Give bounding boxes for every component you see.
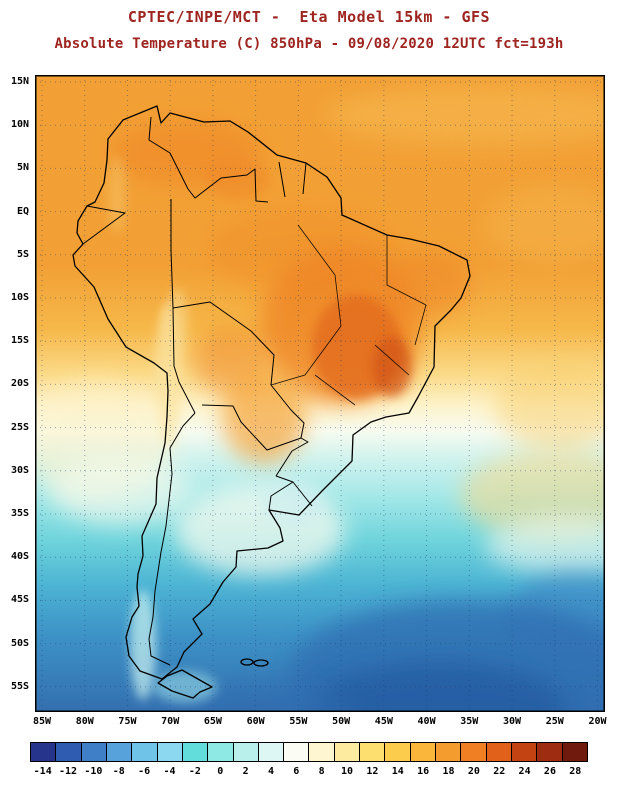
lat-tick-label: 5N [16, 162, 29, 174]
temperature-field [35, 75, 605, 712]
colorbar-tick-label: -2 [188, 766, 201, 777]
colorbar-cell [537, 743, 563, 761]
tierra-del-fuego [157, 669, 213, 699]
colorbar-tick-label: -8 [112, 766, 125, 777]
colorbar-tick-label: 28 [569, 766, 582, 777]
colorbar-tick-label: -4 [163, 766, 176, 777]
lat-tick-label: 15N [10, 76, 29, 87]
colorbar-tick-labels: -14 -12 -10 -8 -6 -4 -2 0 2 4 6 8 10 12 14 16 18 20 22 24 26… [30, 766, 588, 780]
colorbar-cell [511, 743, 538, 761]
colorbar-tick-label: 10 [341, 766, 354, 777]
lat-tick-label: EQ [16, 205, 29, 217]
lat-axis-labels: 15N 10N 5N EQ 5S 10S 15S 20S 25S 30S 35S 40S 45S 50S 5… [0, 75, 32, 712]
colorbar-cell [360, 743, 386, 761]
lon-tick-label: 35W [460, 716, 479, 727]
colorbar-cell [182, 743, 209, 761]
colorbar-tick-label: 16 [417, 766, 430, 777]
lat-tick-label: 50S [10, 637, 29, 649]
map-plot-area [35, 75, 605, 712]
lat-tick-label: 25S [10, 421, 29, 433]
lat-tick-label: 20S [10, 378, 29, 390]
colorbar-cell [106, 743, 133, 761]
lon-tick-label: 70W [161, 716, 180, 727]
lon-tick-label: 45W [374, 716, 393, 727]
colorbar-cell [284, 743, 310, 761]
colorbar-cell [258, 743, 285, 761]
colorbar-cell [132, 743, 158, 761]
colorbar-tick-label: 4 [267, 766, 274, 777]
coastline [72, 105, 471, 699]
falkland-island-east [253, 659, 269, 667]
lon-tick-label: 75W [118, 716, 137, 727]
colorbar-tick-label: 8 [318, 766, 325, 777]
colorbar-tick-label: 26 [543, 766, 556, 777]
colorbar-cell [461, 743, 487, 761]
title-line-2: Absolute Temperature (C) 850hPa - 09/08/… [54, 36, 564, 52]
lon-axis-labels: 85W 80W 75W 70W 65W 60W 55W 50W 45W 40W 35W 30W 25W 2… [33, 716, 607, 730]
colorbar-cell [410, 743, 436, 761]
colorbar-tick-label: 14 [391, 766, 404, 777]
colorbar-tick-label: 20 [467, 766, 480, 777]
lon-tick-label: 50W [332, 716, 351, 727]
colorbar-cell [436, 743, 462, 761]
colorbar-cell [309, 743, 335, 761]
title-line-1: CPTEC/INPE/MCT - Eta Model 15km - GFS [127, 8, 491, 26]
lon-tick-label: 85W [32, 716, 52, 727]
lon-tick-label: 65W [203, 716, 222, 727]
lon-tick-label: 60W [246, 716, 265, 727]
colorbar-cell [334, 743, 361, 761]
lon-tick-label: 20W [588, 716, 607, 727]
colorbar-cell [233, 743, 259, 761]
lon-tick-label: 25W [545, 716, 564, 727]
country-borders [82, 116, 313, 666]
lat-tick-label: 5S [16, 248, 29, 260]
falkland-island-west [240, 658, 254, 666]
colorbar-cell [157, 743, 183, 761]
lat-tick-label: 15S [10, 335, 29, 347]
colorbar-cell [31, 743, 57, 761]
lat-tick-label: 40S [10, 551, 29, 563]
colorbar-tick-label: 12 [366, 766, 379, 777]
colorbar-tick-label: -6 [138, 766, 151, 777]
colorbar-tick-label: 6 [293, 766, 300, 777]
colorbar-cell [56, 743, 82, 761]
colorbar-cell [562, 743, 587, 761]
lat-tick-label: 55S [10, 680, 29, 692]
lon-tick-label: 80W [75, 716, 94, 727]
temperature-map [35, 75, 605, 712]
lat-tick-label: 45S [10, 594, 29, 606]
colorbar-tick-label: 22 [493, 766, 506, 777]
colorbar-cell [81, 743, 107, 761]
lat-tick-label: 10N [10, 119, 29, 131]
lat-tick-label: 10S [10, 292, 29, 303]
lon-tick-label: 40W [417, 716, 436, 727]
colorbar-cell [486, 743, 512, 761]
colorbar-tick-label: -10 [84, 766, 103, 777]
state-borders [270, 224, 427, 406]
colorbar-tick-label: 0 [217, 766, 224, 777]
lat-tick-label: 30S [10, 464, 29, 476]
colorbar-tick-label: 24 [518, 766, 531, 777]
lon-tick-label: 30W [502, 716, 522, 727]
colorbar-tick-label: -14 [33, 766, 52, 777]
colorbar-tick-label: -12 [59, 766, 78, 777]
lon-tick-label: 55W [289, 716, 308, 727]
colorbar-tick-label: 2 [242, 766, 249, 777]
colorbar-cell [385, 743, 411, 761]
lat-tick-label: 35S [10, 508, 29, 519]
colorbar-cell [208, 743, 234, 761]
colorbar-tick-label: 18 [442, 766, 455, 777]
map-frame [35, 75, 605, 712]
colorbar [30, 742, 588, 762]
